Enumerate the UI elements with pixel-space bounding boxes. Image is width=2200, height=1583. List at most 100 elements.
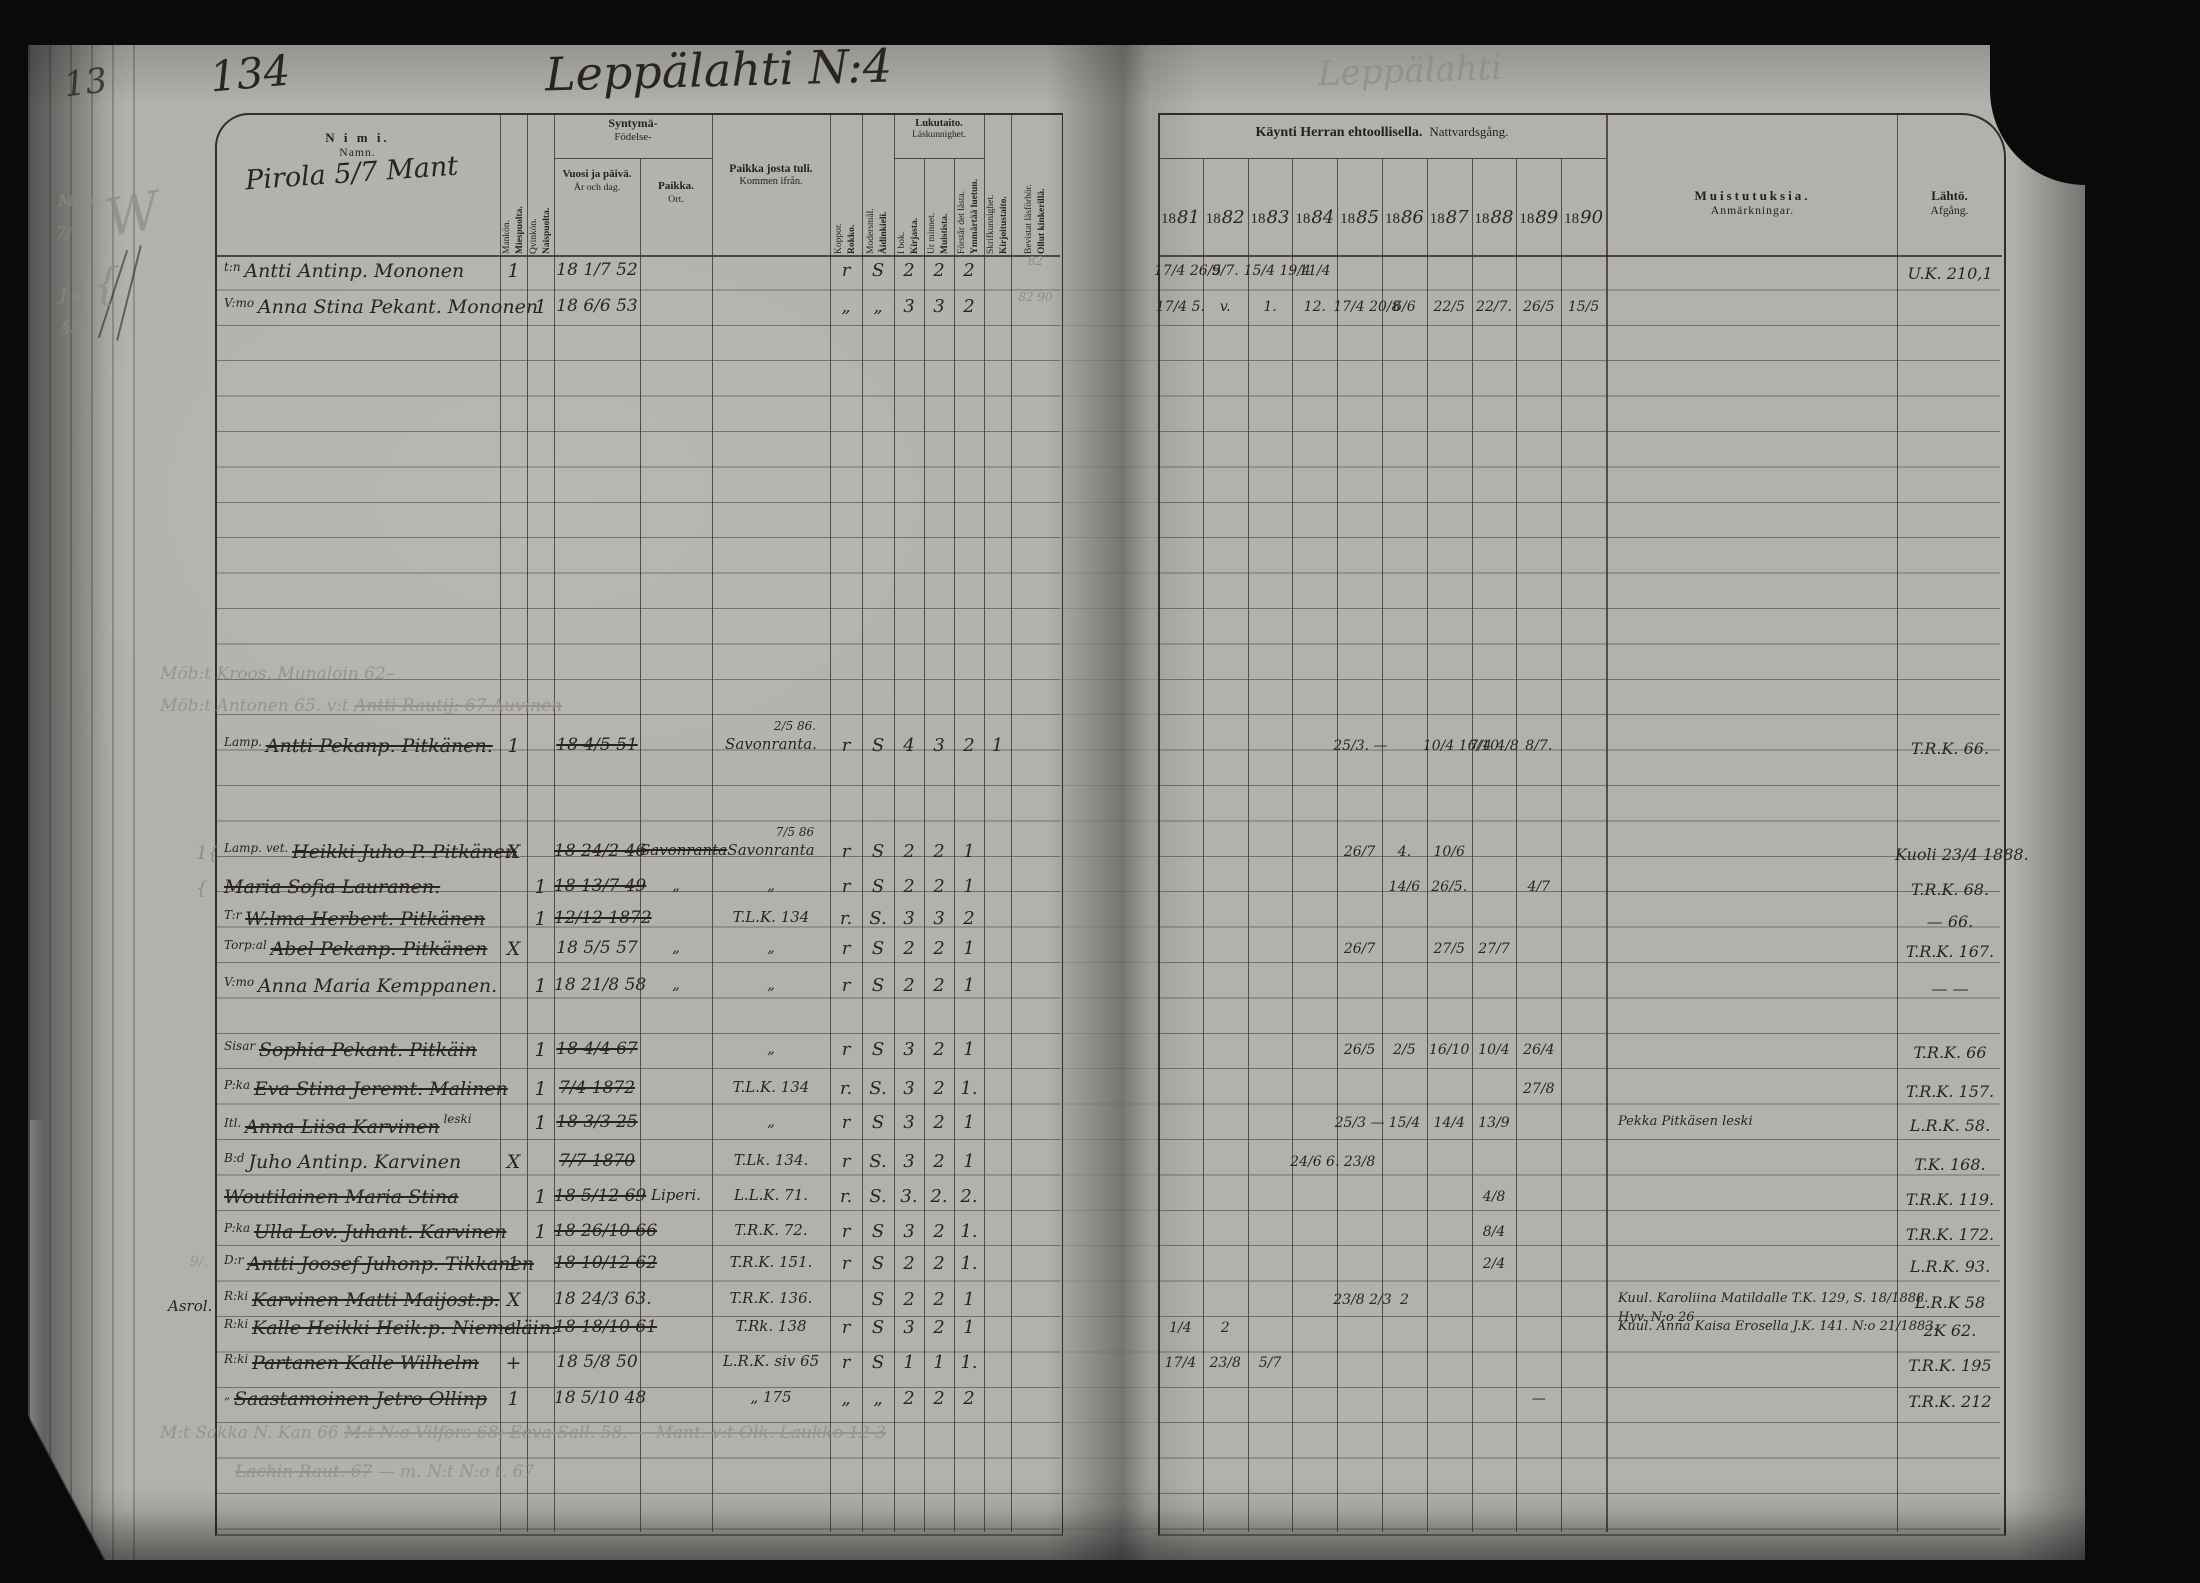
birth-place: Savonranta <box>640 840 728 859</box>
communion-date: 16/10 <box>1429 1042 1470 1059</box>
male-mark: 1 <box>507 260 520 283</box>
birth-date: 18 4/4 67 <box>556 1039 638 1060</box>
vacc-mark: r <box>841 1352 851 1374</box>
year-column-line <box>1292 158 1294 1532</box>
communion-date: 10/6 <box>1433 843 1465 860</box>
male-mark: X <box>506 938 521 961</box>
pencil-note: M:t Sakka N. Kan 66 M:t N:o Vilfors 68: … <box>160 1423 887 1444</box>
communion-date: 26/5. <box>1431 879 1468 896</box>
communion-date: 1. <box>1263 298 1277 315</box>
departure-note: L.R.K. 58. <box>1909 1115 1991 1135</box>
communion-date: 26/5 <box>1523 298 1555 315</box>
female-mark: 1 <box>534 975 547 998</box>
read3-mark: 2 <box>963 908 975 930</box>
read3-mark: 1. <box>960 1221 978 1243</box>
year-header: 1881 <box>1160 207 1200 228</box>
catechetical-mark: 82 <box>1027 254 1044 269</box>
left-column-line <box>1011 113 1012 1532</box>
birth-date: 18 3/3 25 <box>556 1111 638 1132</box>
vacc-mark: r. <box>839 1186 853 1208</box>
vacc-mark: r <box>841 876 851 898</box>
communion-date: — <box>1531 1390 1546 1407</box>
communion-date: 26/7 <box>1343 843 1376 860</box>
communion-date: 24/6 6. <box>1290 1153 1340 1170</box>
read1-mark: 3 <box>903 1078 915 1100</box>
communion-date: 26/4 <box>1523 1042 1555 1059</box>
vacc-mark: r <box>841 260 851 282</box>
margin-note: { <box>92 259 120 310</box>
departure-note: T.K. 168. <box>1914 1154 1986 1174</box>
col-birth-group-header: Syntymä- Födelse- <box>608 116 658 143</box>
lang-mark: S <box>871 876 885 898</box>
vacc-mark: „ <box>841 295 851 317</box>
birth-date: 18 5/5 57 <box>556 938 638 959</box>
read1-mark: 3 <box>903 295 915 317</box>
col-reading-group-header: Lukutaito. Läskunnighet. <box>912 118 966 141</box>
came-from: T.Rk. 138 <box>735 1317 807 1335</box>
year-column-line <box>1516 158 1518 1532</box>
birth-date: 18 5/10 48 <box>554 1387 647 1408</box>
departure-note: T.R.K. 212 <box>1908 1391 1992 1411</box>
lang-mark: „ <box>873 1387 883 1409</box>
lang-mark: S. <box>869 1150 887 1172</box>
birth-date: 18 6/6 53 <box>556 295 638 316</box>
communion-date: 23/8 <box>1209 1355 1241 1372</box>
year-header: 1884 <box>1295 207 1335 228</box>
communion-date: 17/4 5. <box>1155 298 1206 315</box>
read2-mark: 2 <box>933 1317 945 1338</box>
lang-mark: S <box>871 1352 885 1374</box>
read1-mark: 3 <box>903 908 915 930</box>
entry-name: Sisar Sophia Pekant. Pitkäin <box>224 1039 477 1062</box>
col-read-memory-header: Muistista. Ur minnet. <box>927 212 950 254</box>
lang-mark: S. <box>869 908 887 930</box>
departure-note: L.R.K. 93. <box>1909 1257 1991 1277</box>
male-mark: 1 <box>507 1387 520 1410</box>
communion-date: 23/8 <box>1343 1153 1376 1170</box>
came-from: „ <box>767 1039 775 1058</box>
year-column-line <box>1382 158 1383 1532</box>
departure-note: T.R.K. 167. <box>1905 942 1995 962</box>
read2-mark: 2 <box>933 840 945 862</box>
communion-header: Käynti Herran ehtoollisella. Nattvardsgå… <box>1255 124 1509 140</box>
communion-date: 4/8 <box>1482 1189 1506 1206</box>
pencil-page-title: Leppälahti <box>1317 47 1503 95</box>
entry-name: t:n Antti Antinp. Mononen <box>224 260 465 283</box>
read1-mark: 2 <box>903 938 915 960</box>
year-header: 1885 <box>1340 207 1380 228</box>
year-column-line <box>1471 158 1473 1532</box>
female-mark: 1 <box>534 295 547 318</box>
entry-name: B:d Juho Antinp. Karvinen <box>224 1150 462 1173</box>
departure-note: T.R.K. 172. <box>1905 1225 1995 1245</box>
lang-mark: S <box>871 975 885 997</box>
read2-mark: 3 <box>933 908 945 930</box>
birth-date: 12/12 1872 <box>554 908 652 929</box>
communion-date: 17/4 26/5 <box>1154 263 1222 280</box>
read2-mark: 2 <box>933 1221 945 1243</box>
communion-date: 10/4 <box>1478 1042 1510 1059</box>
communion-date: 26/5 <box>1343 1042 1376 1059</box>
read1-mark: 3 <box>903 1221 915 1243</box>
communion-date: 27/5 <box>1433 941 1465 958</box>
came-from: Savonranta <box>727 840 815 859</box>
read3-mark: 1. <box>960 1352 978 1374</box>
year-header: 1888 <box>1474 207 1514 228</box>
row-margin-mark: 1{ <box>196 842 219 864</box>
departure-note: T.R.K. 68. <box>1910 880 1990 900</box>
col-birth-place-header: Paikka. Ort. <box>658 180 694 205</box>
female-mark: 1 <box>534 1186 547 1209</box>
entry-name: P:ka Eva Stina Jeremt. Malinen <box>224 1078 508 1101</box>
birth-place: „ <box>672 975 680 994</box>
communion-date: 2/5 <box>1393 1042 1416 1059</box>
birth-date: 18 18/10 61 <box>554 1317 658 1337</box>
read2-mark: 2 <box>933 1288 945 1310</box>
birth-date: 18 13/7 49 <box>554 876 647 897</box>
right-column-line <box>1606 113 1608 1532</box>
entry-name: R:ki Kalle Heikki Heik:p. Niemeläin. <box>224 1317 558 1339</box>
entry-name: Woutilainen Maria Stina <box>224 1186 459 1209</box>
communion-date: 22/5 <box>1433 298 1465 315</box>
read1-mark: 3 <box>903 1150 915 1172</box>
col-catechetical-header: Ollut kinkerillä. Bevistat läsförhör. <box>1023 184 1047 254</box>
communion-date: 25/3. — <box>1333 737 1388 754</box>
male-mark: 1 <box>507 1253 520 1276</box>
came-from: „ <box>767 876 775 895</box>
